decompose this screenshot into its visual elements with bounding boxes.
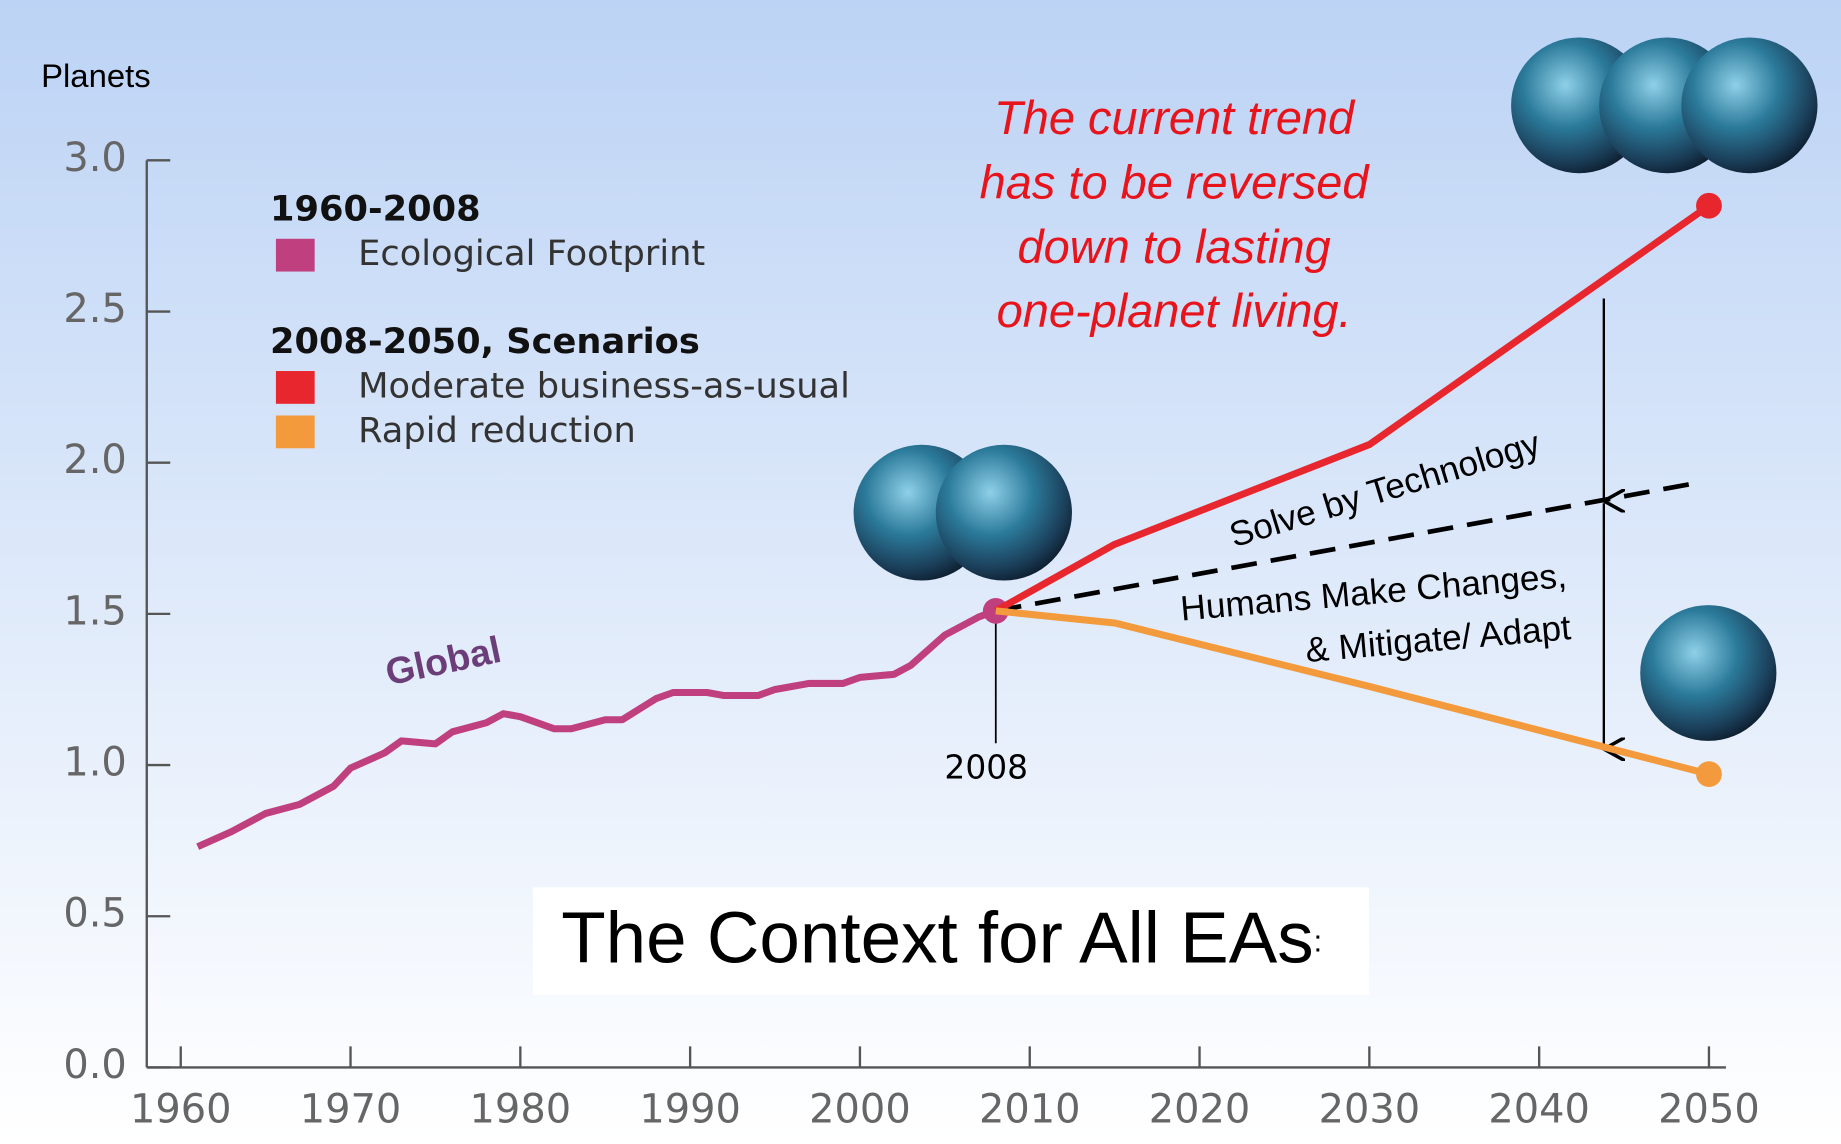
y-tick-label: 1.5 <box>63 588 126 634</box>
legend-label: Moderate business-as-usual <box>358 365 850 406</box>
legend-group-title: 2008-2050, Scenarios <box>270 321 700 362</box>
legend-swatch <box>275 371 315 404</box>
x-tick-label: 2040 <box>1488 1086 1590 1132</box>
x-tick-label: 2050 <box>1658 1086 1760 1132</box>
legend-swatch <box>275 238 315 272</box>
annotation: one-planet living. <box>997 285 1352 337</box>
x-tick-label: 2000 <box>809 1086 911 1132</box>
x-tick-label: 2020 <box>1149 1086 1251 1132</box>
annotation: down to lasting <box>1018 221 1331 273</box>
y-tick-label: 0.5 <box>63 891 126 937</box>
title: The Context for All EAs: <box>561 898 1322 979</box>
title-text: The Context for All EAs <box>561 898 1313 979</box>
earth-icons <box>853 37 1818 741</box>
y-tick-label: 1.0 <box>63 740 126 786</box>
title-box <box>533 887 1370 995</box>
marker-label: 2008 <box>944 749 1028 787</box>
annotation: The current trend <box>994 92 1356 144</box>
legend-swatch <box>275 415 315 449</box>
end-point <box>1696 192 1722 219</box>
y-tick-label: 0.0 <box>63 1042 126 1088</box>
y-axis-label: Planets <box>41 57 151 94</box>
x-tick-label: 1980 <box>470 1086 572 1132</box>
y-tick-label: 3.0 <box>63 135 126 181</box>
end-point <box>1696 761 1722 788</box>
y-tick-label: 2.5 <box>63 286 126 332</box>
series-line <box>196 607 997 850</box>
legend-label: Rapid reduction <box>358 410 636 451</box>
x-tick-label: 1990 <box>639 1086 741 1132</box>
title-suffix: : <box>1314 924 1322 958</box>
series-line <box>995 607 1710 778</box>
annotation: has to be reversed <box>980 157 1371 209</box>
x-tick-label: 2010 <box>979 1086 1081 1132</box>
x-tick-label: 2030 <box>1319 1086 1421 1132</box>
series-line <box>994 202 1711 614</box>
legend-label: Ecological Footprint <box>358 233 705 274</box>
x-tick-label: 1970 <box>300 1086 402 1132</box>
y-tick-label: 2.0 <box>63 437 126 483</box>
legend-group-title: 1960-2008 <box>270 189 481 230</box>
x-tick-label: 1960 <box>130 1086 232 1132</box>
